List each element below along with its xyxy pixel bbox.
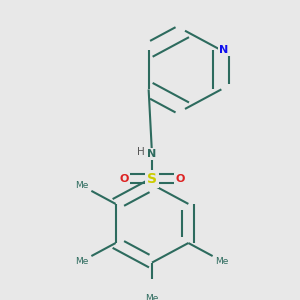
Text: O: O <box>119 174 129 184</box>
Text: Me: Me <box>75 257 88 266</box>
Text: O: O <box>175 174 185 184</box>
Text: N: N <box>219 45 228 55</box>
Text: Me: Me <box>75 181 88 190</box>
Text: H: H <box>137 147 145 157</box>
Text: Me: Me <box>145 294 159 300</box>
Text: S: S <box>147 172 157 186</box>
Text: N: N <box>147 148 157 159</box>
Text: Me: Me <box>215 257 229 266</box>
